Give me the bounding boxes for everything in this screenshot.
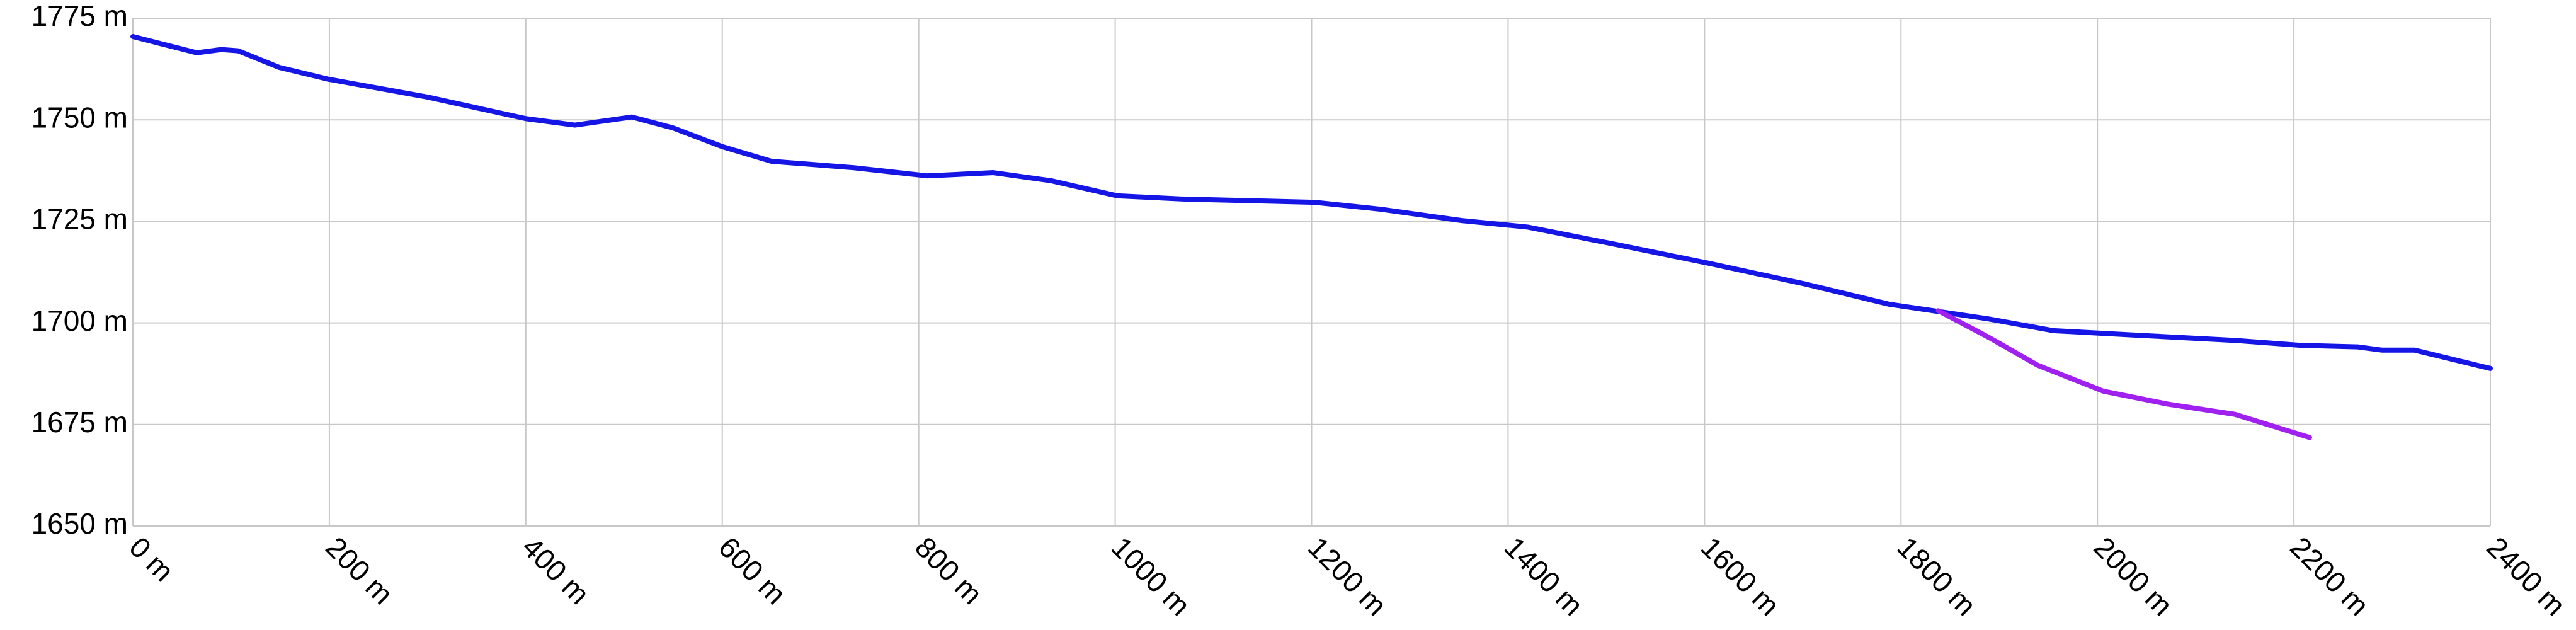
y-tick-label: 1650 m bbox=[31, 507, 128, 540]
line-series bbox=[130, 34, 2493, 371]
x-tick-label: 1000 m bbox=[1105, 530, 1197, 622]
x-tick-label: 200 m bbox=[319, 530, 399, 610]
x-tick-label: 1200 m bbox=[1302, 530, 1393, 622]
x-tick-label: 1400 m bbox=[1498, 530, 1590, 622]
y-tick-label: 1775 m bbox=[31, 0, 128, 32]
y-tick-label: 1750 m bbox=[31, 101, 128, 134]
x-tick-label: 2400 m bbox=[2480, 530, 2572, 622]
x-tick-label: 800 m bbox=[909, 530, 989, 610]
x-tick-label: 1800 m bbox=[1891, 530, 1983, 622]
x-tick-label: 600 m bbox=[712, 530, 792, 610]
x-tick-label: 2000 m bbox=[2088, 530, 2179, 622]
x-tick-label: 400 m bbox=[516, 530, 596, 610]
y-tick-label: 1675 m bbox=[31, 406, 128, 438]
x-tick-label: 1600 m bbox=[1695, 530, 1786, 622]
x-tick-label: 0 m bbox=[123, 530, 180, 588]
y-tick-label: 1700 m bbox=[31, 304, 128, 337]
line-series bbox=[1935, 308, 2313, 440]
x-tick-label: 2200 m bbox=[2284, 530, 2375, 622]
y-tick-label: 1725 m bbox=[31, 203, 128, 236]
